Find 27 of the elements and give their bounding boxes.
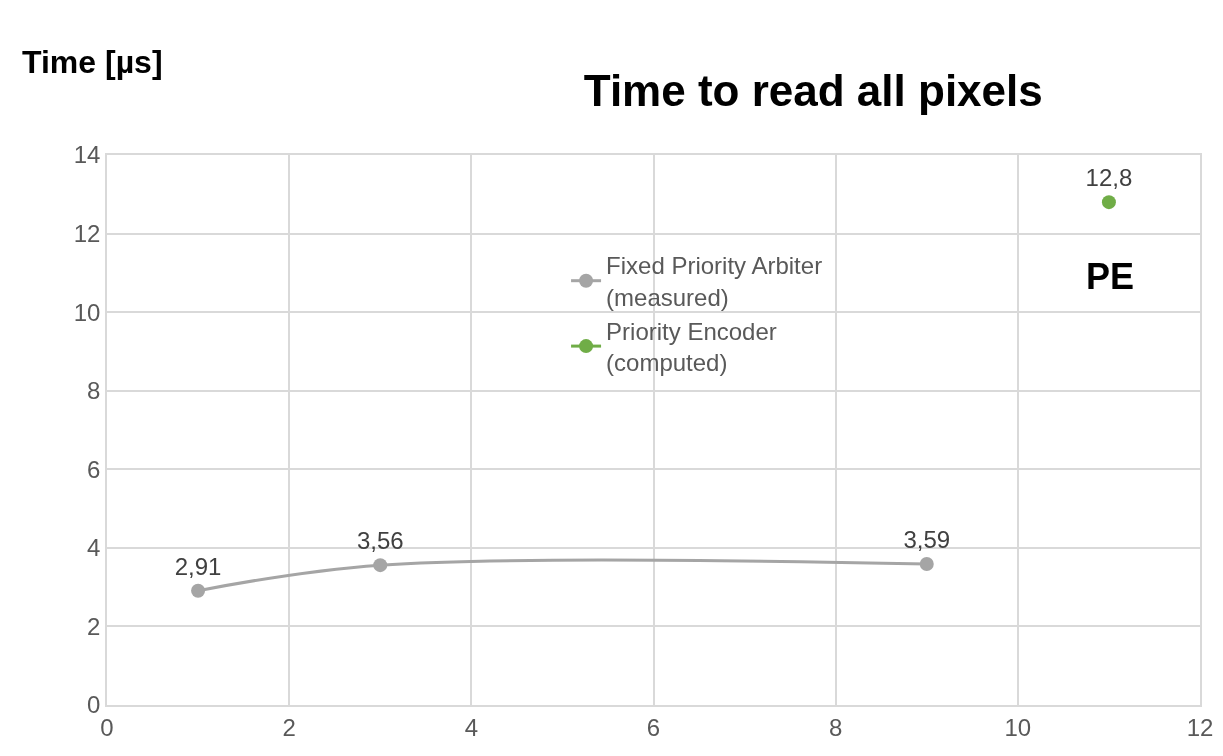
y-tick-label: 10 bbox=[73, 298, 101, 326]
x-tick-label: 2 bbox=[282, 713, 296, 741]
point bbox=[373, 558, 388, 573]
x-tick-label: 8 bbox=[828, 713, 843, 741]
y-tick-label: 12 bbox=[73, 219, 101, 247]
data-label: 12,8 bbox=[1085, 164, 1133, 192]
chart-title: Time to read all pixels bbox=[583, 66, 1043, 116]
y-tick-label: 0 bbox=[87, 691, 101, 719]
data-label: 3,56 bbox=[356, 527, 404, 555]
annotation: PE bbox=[1086, 256, 1135, 297]
point bbox=[919, 556, 934, 571]
x-tick-label: 6 bbox=[646, 713, 661, 741]
y-tick-label: 6 bbox=[87, 455, 101, 483]
y-axis-title: Time [µs] bbox=[22, 44, 163, 80]
y-tick-label: 4 bbox=[87, 534, 101, 562]
legend-label: Fixed Priority Arbiter (measured) bbox=[606, 252, 823, 311]
y-tick-label: 2 bbox=[87, 612, 101, 640]
point bbox=[1101, 195, 1116, 210]
x-tick-label: 4 bbox=[464, 713, 479, 741]
legend-label: Priority Encoder (computed) bbox=[606, 317, 777, 377]
x-tick-label: 12 bbox=[1186, 713, 1214, 741]
x-tick-label: 10 bbox=[1004, 713, 1032, 741]
data-label: 2,91 bbox=[174, 552, 222, 580]
y-tick-label: 8 bbox=[87, 377, 101, 405]
point bbox=[191, 583, 206, 598]
data-label: 3,59 bbox=[903, 526, 951, 554]
y-tick-label: 14 bbox=[73, 141, 101, 169]
